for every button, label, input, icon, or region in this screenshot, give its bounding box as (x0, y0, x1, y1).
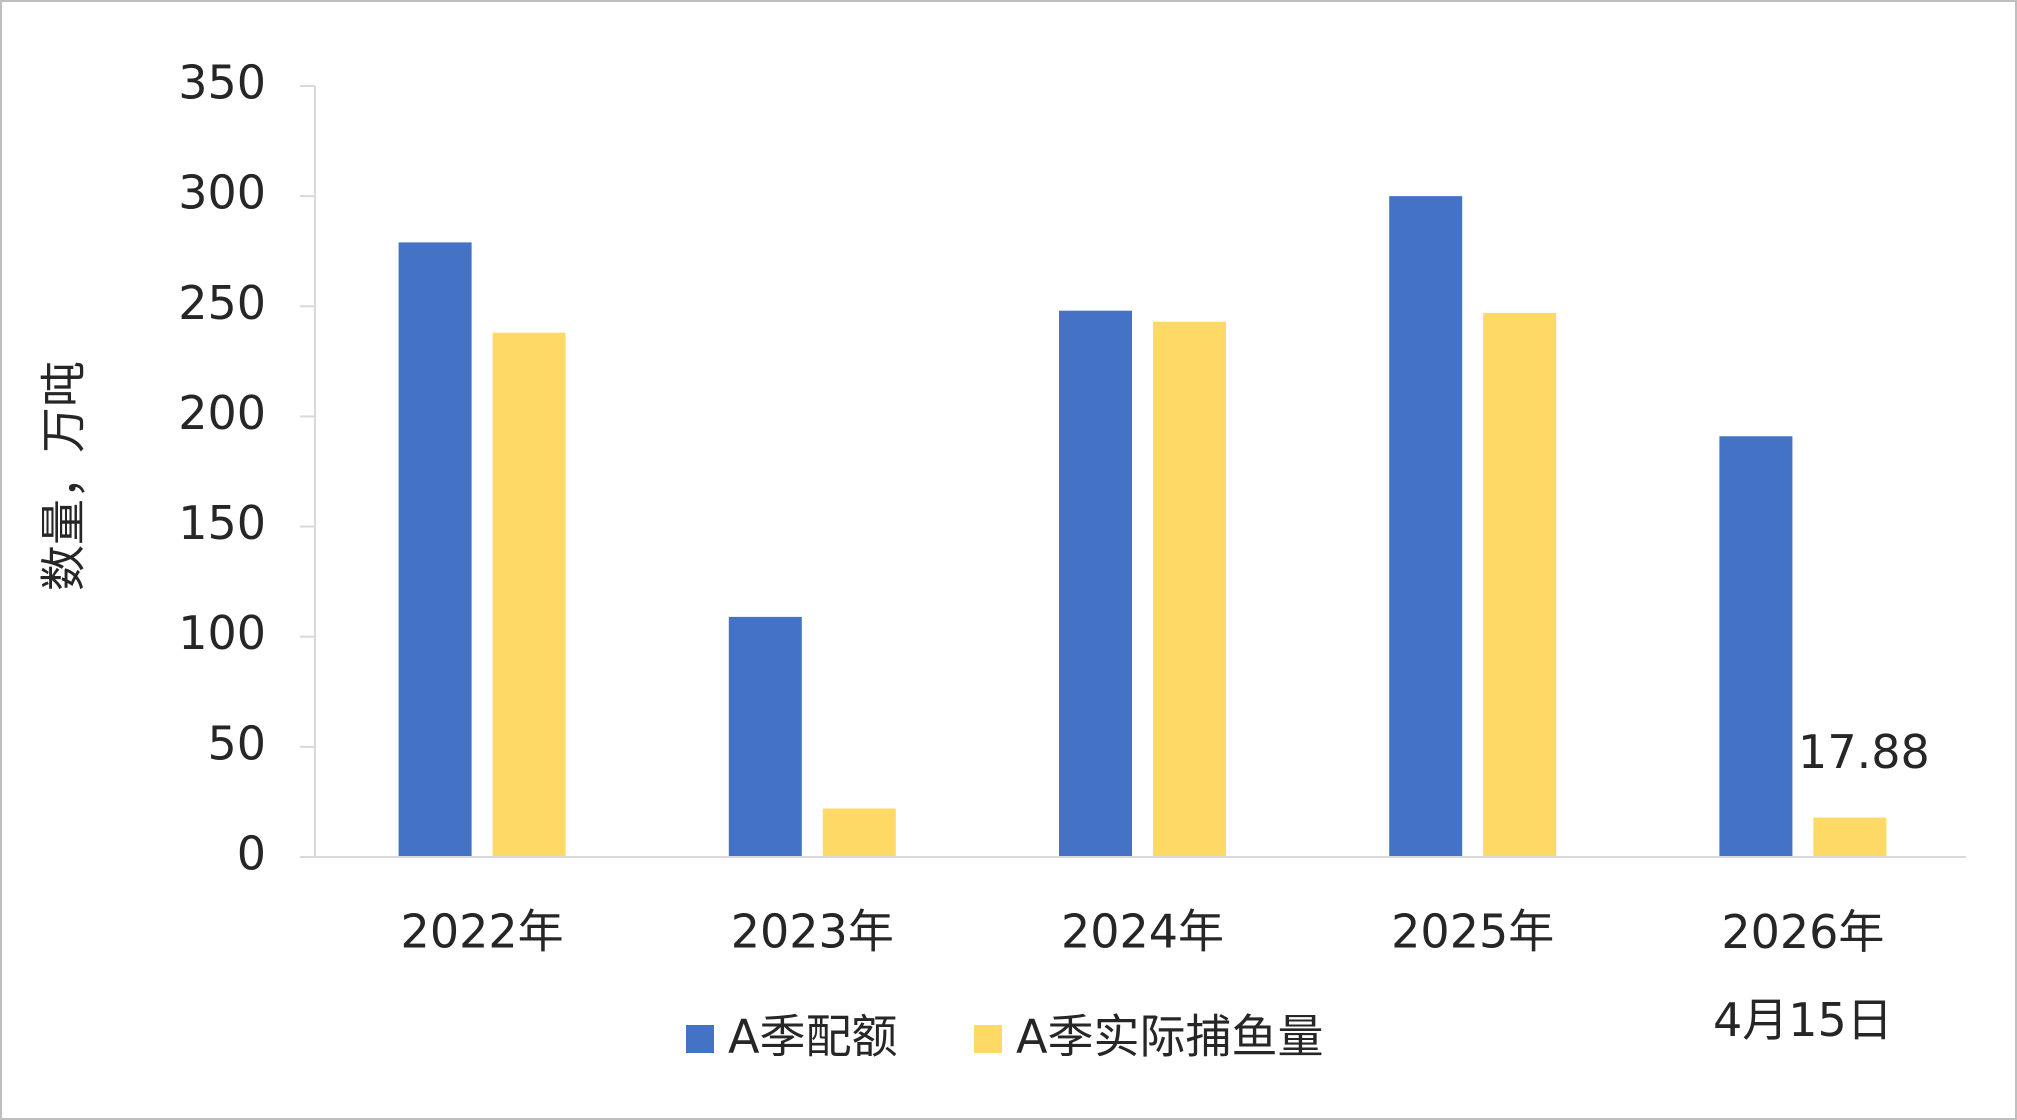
x-tick-label: 2023年 (731, 905, 894, 959)
bar (728, 616, 802, 857)
y-tick-label: 100 (178, 606, 266, 660)
y-axis-label: 数量，万吨 (37, 361, 91, 591)
y-tick-label: 250 (178, 276, 266, 330)
bar (1719, 436, 1793, 857)
bar (398, 242, 472, 858)
y-tick-label: 200 (178, 386, 266, 440)
data-label: 17.88 (1798, 725, 1930, 779)
x-tick-label: 2026年 4月15日 (1713, 905, 1893, 1047)
bar (1483, 312, 1557, 857)
legend-swatch (686, 1025, 714, 1053)
y-tick-label: 0 (237, 827, 266, 881)
bar (822, 808, 896, 857)
x-tick-label: 2025年 (1391, 905, 1554, 959)
bar (1813, 817, 1887, 857)
legend-label: A季实际捕鱼量 (1016, 1010, 1323, 1064)
y-tick-label: 50 (207, 716, 266, 770)
legend-label: A季配额 (728, 1010, 897, 1064)
y-tick-label: 300 (178, 166, 266, 220)
bar (1389, 196, 1463, 858)
legend-swatch (974, 1025, 1002, 1053)
y-tick-label: 150 (178, 496, 266, 550)
bar (492, 332, 566, 858)
x-tick-label: 2022年 (401, 905, 564, 959)
x-tick-label: 2024年 (1061, 905, 1224, 959)
bar (1059, 310, 1132, 858)
bar (1153, 321, 1226, 858)
y-tick-label: 350 (178, 56, 266, 110)
